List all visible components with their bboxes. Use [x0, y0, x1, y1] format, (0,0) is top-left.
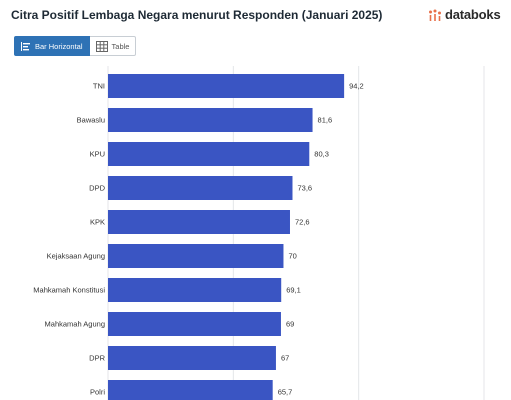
chart-title: Citra Positif Lembaga Negara menurut Res… [11, 8, 383, 22]
brand-name: databoks [445, 7, 501, 22]
value-label: 73,6 [297, 184, 312, 193]
bar-horizontal-label: Bar Horizontal [35, 41, 83, 51]
bar [108, 244, 284, 268]
bar [108, 278, 282, 302]
category-label: Bawaslu [77, 116, 105, 125]
value-label: 72,6 [295, 218, 310, 227]
bar [108, 142, 310, 166]
bar-chart-icon [21, 41, 30, 51]
bar [108, 74, 345, 98]
bar [108, 312, 281, 336]
value-label: 67 [281, 354, 289, 363]
bar [108, 108, 313, 132]
table-icon [95, 40, 108, 52]
category-label: Kejaksaan Agung [47, 252, 105, 261]
bar [108, 176, 293, 200]
bar-horizontal-button[interactable]: Bar Horizontal [14, 36, 90, 56]
databoks-icon [429, 9, 441, 21]
bar [108, 210, 290, 234]
view-toggle: Bar Horizontal Table [14, 36, 137, 56]
table-button[interactable]: Table [89, 36, 137, 56]
category-label: Mahkamah Agung [45, 320, 105, 329]
value-label: 94,2 [349, 82, 364, 91]
bar [108, 380, 273, 400]
value-label: 69 [286, 320, 294, 329]
value-label: 69,1 [286, 286, 301, 295]
bar [108, 346, 276, 370]
value-label: 80,3 [314, 150, 329, 159]
value-label: 81,6 [318, 116, 333, 125]
table-label: Table [111, 41, 130, 51]
bar-chart: TNI 94,2 Bawaslu 81,6 KPU 80,3 DPD 73,6 KPK 72,6 K… [33, 66, 485, 400]
category-label: Mahkamah Konstitusi [33, 286, 105, 295]
category-label: Polri [90, 388, 105, 397]
category-label: TNI [93, 82, 105, 91]
category-label: KPK [90, 218, 105, 227]
value-label: 65,7 [278, 388, 293, 397]
category-label: DPR [89, 354, 105, 363]
value-label: 70 [288, 252, 296, 261]
brand-logo[interactable]: databoks [428, 7, 501, 22]
category-label: KPU [90, 150, 105, 159]
category-label: DPD [89, 184, 105, 193]
